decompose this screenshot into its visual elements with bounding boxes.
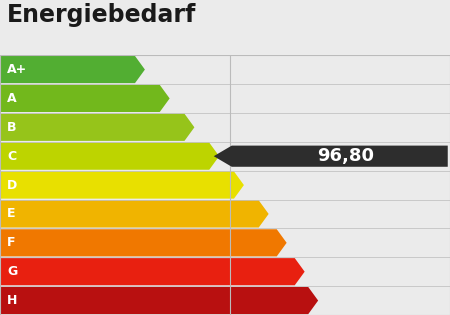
Polygon shape [0, 258, 305, 285]
Text: B: B [7, 121, 17, 134]
Text: D: D [7, 179, 18, 192]
Polygon shape [0, 229, 287, 256]
Text: Energiebedarf: Energiebedarf [7, 3, 196, 27]
Polygon shape [0, 200, 269, 227]
Text: C: C [7, 150, 16, 163]
Text: E: E [7, 208, 16, 220]
Text: G: G [7, 265, 18, 278]
Text: A: A [7, 92, 17, 105]
Text: F: F [7, 236, 16, 249]
Text: 96,80: 96,80 [317, 147, 373, 165]
Polygon shape [214, 146, 448, 167]
Polygon shape [0, 143, 219, 170]
Polygon shape [0, 171, 244, 199]
Text: A+: A+ [7, 63, 27, 76]
Polygon shape [0, 114, 194, 141]
Polygon shape [0, 85, 170, 112]
Text: H: H [7, 294, 18, 307]
Polygon shape [0, 287, 318, 314]
Polygon shape [0, 56, 145, 83]
